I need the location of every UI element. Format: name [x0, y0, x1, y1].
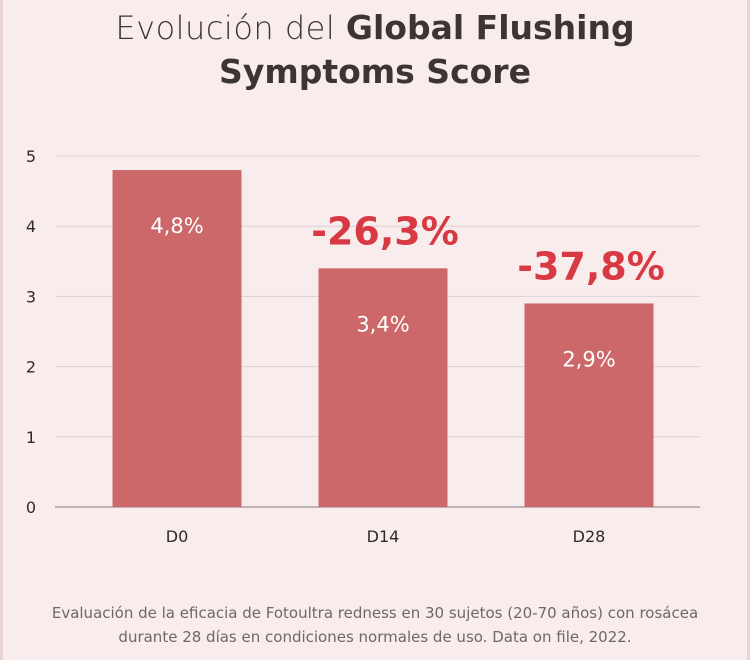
change-label: -26,3% — [311, 209, 459, 253]
chart-title: Evolución del Global Flushing Symptoms S… — [0, 6, 750, 93]
y-tick-label: 3 — [26, 287, 36, 306]
y-tick-label: 1 — [26, 428, 36, 447]
x-tick-label: D0 — [166, 527, 189, 546]
y-tick-label: 2 — [26, 358, 36, 377]
title-bold-line1: Global Flushing — [345, 8, 635, 47]
bar — [112, 170, 242, 508]
bar-value-label: 3,4% — [356, 312, 409, 336]
x-tick-label: D14 — [367, 527, 400, 546]
caption-line1: Evaluación de la eficacia de Fotoultra r… — [51, 604, 699, 622]
y-tick-label: 4 — [26, 217, 36, 236]
bar-value-label: 4,8% — [150, 214, 203, 238]
caption-line2: durante 28 días en condiciones normales … — [118, 628, 632, 646]
bar-chart: 0 1 2 3 4 5 4,8% D0 3,4% -26,3% D14 2,9% -37,8% D28 — [26, 147, 700, 546]
change-label: -37,8% — [517, 244, 665, 288]
bar — [318, 268, 448, 507]
title-prefix: Evolución del — [115, 9, 346, 47]
title-bold-line2: Symptoms Score — [219, 52, 531, 91]
y-tick-label: 0 — [26, 498, 36, 517]
bar-value-label: 2,9% — [562, 347, 615, 371]
x-tick-label: D28 — [573, 527, 606, 546]
bar — [524, 303, 654, 507]
y-tick-label: 5 — [26, 147, 36, 166]
chart-caption: Evaluación de la eficacia de Fotoultra r… — [0, 601, 750, 649]
